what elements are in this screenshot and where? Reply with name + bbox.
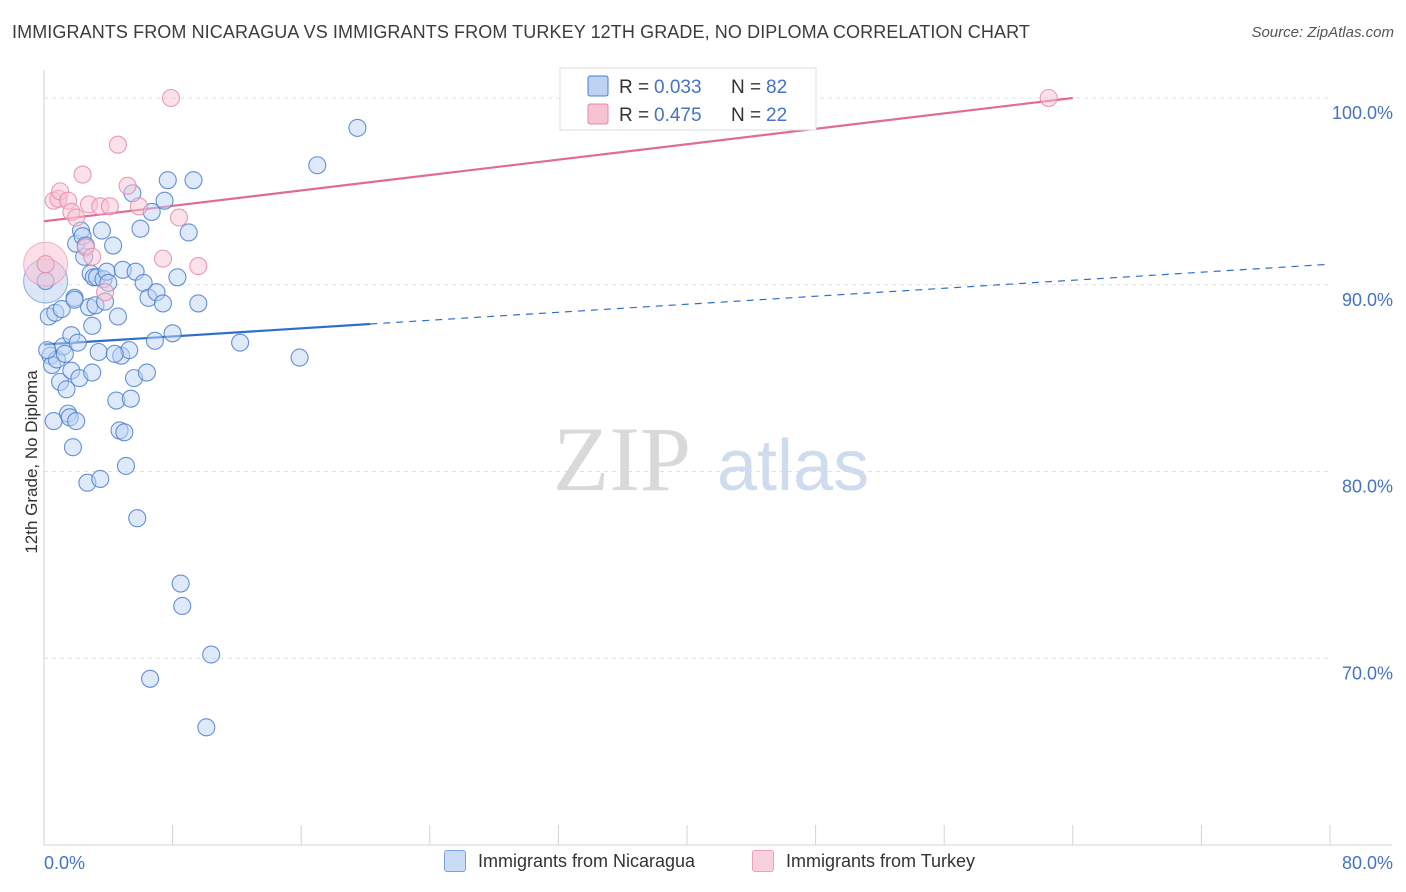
source-label: Source: ZipAtlas.com: [1251, 24, 1394, 41]
x-tick-label-1: 80.0%: [1342, 853, 1393, 873]
point-nicaragua-78: [38, 341, 57, 360]
point-nicaragua-60: [145, 331, 164, 350]
point-nicaragua-53: [128, 509, 147, 528]
y-tick-label-0: 70.0%: [1342, 663, 1393, 683]
point-turkey-21: [1039, 88, 1058, 108]
legend-n-value-0: 82: [766, 77, 787, 98]
legend-r-value-1: 0.475: [654, 105, 702, 126]
y-axis-label: 12th Grade, No Diploma: [22, 370, 41, 554]
point-turkey-7: [73, 165, 92, 184]
point-nicaragua-47: [116, 456, 136, 475]
point-nicaragua-19: [67, 412, 86, 431]
point-nicaragua-35: [92, 221, 111, 240]
point-nicaragua-65: [163, 324, 182, 343]
point-nicaragua-62: [153, 294, 173, 313]
trend-line-nicaragua: [43, 322, 371, 346]
legend-r-label-0: R =: [619, 77, 649, 98]
point-nicaragua-49: [121, 389, 140, 408]
point-nicaragua-8: [52, 299, 71, 319]
legend-stat-swatch-1: [587, 103, 609, 125]
point-nicaragua-20: [68, 333, 87, 352]
legend-label-turkey: Immigrants from Turkey: [786, 850, 976, 871]
point-nicaragua-42: [108, 307, 127, 326]
legend: R = 0.033 N = 82 R = 0.475 N = 22: [559, 67, 817, 131]
watermark-zip: ZIP: [553, 408, 691, 510]
grid-lines: [44, 97, 1330, 659]
data-points: [23, 88, 1058, 737]
point-turkey-13: [100, 197, 119, 216]
x-tick-labels: 0.0% 80.0%: [44, 853, 1393, 873]
point-nicaragua-80: [83, 363, 102, 382]
legend-swatch-blue: [444, 850, 466, 872]
y-tick-labels: 70.0% 80.0% 90.0% 100.0%: [1332, 103, 1393, 683]
point-nicaragua-73: [202, 645, 221, 664]
point-turkey-17: [153, 249, 173, 268]
point-nicaragua-58: [141, 669, 160, 688]
point-nicaragua-77: [348, 118, 367, 137]
point-nicaragua-71: [189, 294, 208, 313]
point-nicaragua-75: [290, 348, 309, 367]
y-tick-label-3: 100.0%: [1332, 103, 1393, 123]
point-nicaragua-68: [173, 596, 192, 616]
point-turkey-6: [67, 208, 86, 227]
legend-r-label-1: R =: [619, 105, 649, 126]
point-turkey-18: [169, 208, 189, 227]
y-tick-label-1: 80.0%: [1342, 477, 1393, 497]
chart-title: IMMIGRANTS FROM NICARAGUA VS IMMIGRANTS …: [12, 22, 1030, 42]
axes: [43, 70, 1392, 846]
point-nicaragua-46: [115, 423, 134, 442]
point-nicaragua-81: [105, 344, 124, 363]
series-legend: Immigrants from Nicaragua Immigrants fro…: [0, 850, 1406, 878]
point-nicaragua-54: [131, 219, 150, 238]
point-nicaragua-11: [57, 380, 76, 399]
point-nicaragua-70: [184, 171, 203, 190]
point-nicaragua-29: [83, 316, 102, 335]
trend-line-nicaragua-extension: [370, 263, 1331, 325]
y-tick-label-2: 90.0%: [1342, 290, 1393, 310]
legend-label-nicaragua: Immigrants from Nicaragua: [478, 850, 696, 871]
point-turkey-0: [36, 255, 55, 274]
legend-swatch-pink: [752, 850, 774, 872]
point-nicaragua-67: [171, 574, 190, 593]
watermark-atlas: atlas: [717, 426, 869, 506]
trend-line-turkey: [43, 96, 1073, 223]
point-nicaragua-40: [104, 236, 123, 255]
watermark: ZIP atlas: [553, 408, 869, 510]
point-nicaragua-63: [155, 191, 174, 210]
point-nicaragua-34: [91, 469, 110, 489]
point-nicaragua-79: [65, 290, 84, 309]
point-turkey-19: [189, 257, 208, 276]
legend-item-nicaragua: Immigrants from Nicaragua: [444, 850, 695, 872]
point-turkey-20: [161, 88, 181, 108]
legend-n-value-1: 22: [766, 105, 787, 126]
point-nicaragua-33: [89, 342, 108, 362]
point-nicaragua-56: [137, 363, 156, 382]
point-turkey-10: [83, 247, 102, 266]
point-turkey-15: [118, 176, 137, 195]
point-nicaragua-16: [63, 438, 82, 457]
legend-n-label-1: N =: [731, 105, 761, 126]
point-turkey-14: [108, 135, 127, 154]
point-nicaragua-72: [197, 718, 216, 737]
point-nicaragua-10: [55, 344, 74, 363]
point-turkey-12: [96, 283, 115, 302]
trend-lines: [43, 96, 1331, 346]
point-turkey-16: [129, 197, 148, 216]
point-nicaragua-69: [179, 223, 198, 242]
legend-n-label-0: N =: [731, 77, 761, 98]
legend-r-value-0: 0.033: [654, 77, 702, 98]
x-tick-label-0: 0.0%: [44, 853, 85, 873]
point-nicaragua-76: [308, 156, 327, 175]
axis-ticks: [43, 825, 1331, 845]
legend-item-turkey: Immigrants from Turkey: [752, 850, 975, 872]
point-nicaragua-74: [231, 333, 250, 352]
legend-stat-swatch-0: [587, 75, 609, 97]
point-nicaragua-66: [168, 268, 187, 287]
point-nicaragua-64: [158, 171, 177, 190]
